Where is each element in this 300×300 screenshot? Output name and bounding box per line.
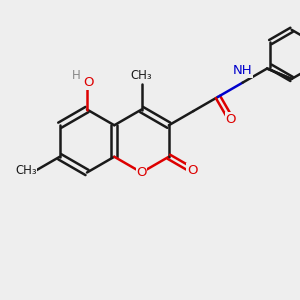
Text: O: O xyxy=(187,164,197,177)
Text: O: O xyxy=(83,76,94,89)
Text: O: O xyxy=(226,113,236,126)
Text: NH: NH xyxy=(233,64,252,77)
Text: CH₃: CH₃ xyxy=(15,164,37,177)
Text: O: O xyxy=(136,166,147,179)
Text: H: H xyxy=(72,69,81,82)
Text: CH₃: CH₃ xyxy=(131,69,152,82)
